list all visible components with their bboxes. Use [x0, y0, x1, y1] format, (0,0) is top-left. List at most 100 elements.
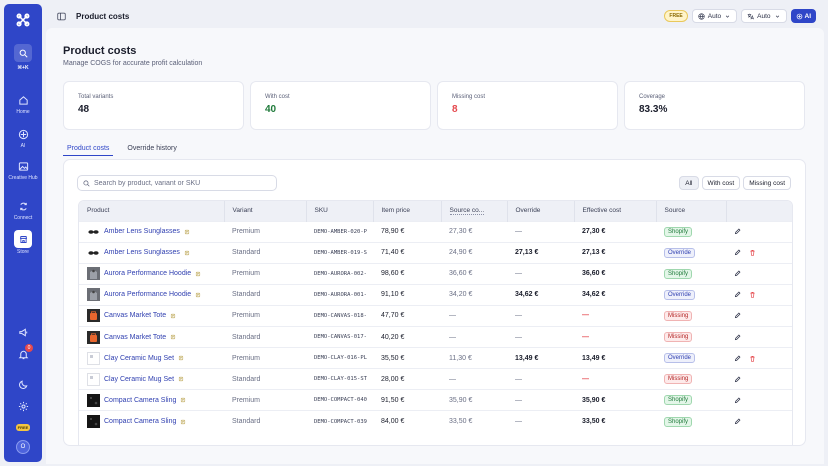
- language-select[interactable]: Auto: [691, 9, 738, 23]
- search-box[interactable]: [77, 175, 277, 191]
- sidebar-item-home[interactable]: Home: [4, 92, 42, 115]
- cell-actions: [726, 220, 792, 243]
- edit-icon[interactable]: [734, 376, 741, 383]
- product-name: Amber Lens Sunglasses: [104, 228, 180, 236]
- table-row: Aurora Performance Hoodie Standard DEMO-AU…: [79, 283, 792, 306]
- language-select-value: Auto: [707, 12, 722, 20]
- user-menu[interactable]: O: [4, 440, 42, 454]
- product-link[interactable]: Clay Ceramic Mug Set: [87, 351, 224, 365]
- settings-button[interactable]: [4, 398, 42, 414]
- copy-icon[interactable]: [195, 271, 201, 277]
- filter-all[interactable]: All: [679, 176, 699, 190]
- cell-source-cost: 35,90 €: [441, 389, 507, 411]
- cell-variant: Standard: [224, 410, 306, 432]
- edit-icon[interactable]: [734, 228, 741, 235]
- copy-icon[interactable]: [180, 397, 186, 403]
- plan-badge[interactable]: FREE: [4, 424, 42, 431]
- product-thumb: [87, 372, 100, 386]
- product-link[interactable]: Canvas Market Tote: [87, 309, 224, 323]
- cell-item-price: 84,00 €: [373, 410, 441, 432]
- product-link[interactable]: Compact Camera Sling: [87, 393, 224, 407]
- stat-value: 8: [452, 104, 458, 115]
- copy-icon[interactable]: [195, 292, 201, 298]
- chevron-down-icon: [775, 15, 779, 18]
- sidebar-item-ai[interactable]: AI: [4, 126, 42, 149]
- tab-override-history[interactable]: Override history: [127, 145, 177, 152]
- sidebar-toggle-icon[interactable]: [55, 10, 67, 22]
- col-item-price[interactable]: Item price: [373, 201, 442, 221]
- edit-icon[interactable]: [734, 291, 741, 298]
- header-title: Product costs: [76, 11, 130, 21]
- delete-icon[interactable]: [749, 355, 756, 362]
- product-link[interactable]: Clay Ceramic Mug Set: [87, 372, 224, 386]
- col-product[interactable]: Product: [79, 201, 225, 221]
- search-nav[interactable]: ⌘+K: [4, 44, 42, 71]
- col-sku[interactable]: SKU: [306, 201, 374, 221]
- edit-icon[interactable]: [734, 334, 741, 341]
- cell-product: Clay Ceramic Mug Set: [79, 368, 224, 390]
- table-row: Aurora Performance Hoodie Premium DEMO-AUR…: [79, 262, 792, 285]
- product-link[interactable]: Aurora Performance Hoodie: [87, 288, 224, 302]
- product-link[interactable]: Canvas Market Tote: [87, 330, 224, 344]
- copy-icon[interactable]: [178, 355, 184, 361]
- col-source-cost-label: Source co...: [449, 207, 485, 216]
- filter-with-cost[interactable]: With cost: [701, 176, 741, 190]
- edit-icon[interactable]: [734, 249, 741, 256]
- theme-toggle[interactable]: [4, 376, 42, 392]
- product-link[interactable]: Compact Camera Sling: [87, 415, 224, 429]
- globe-icon: [698, 12, 705, 20]
- edit-icon[interactable]: [734, 418, 741, 425]
- tab-product-costs[interactable]: Product costs: [63, 141, 114, 156]
- source-badge: Override: [664, 353, 696, 364]
- translate-select[interactable]: Auto: [741, 9, 787, 23]
- plan-pill[interactable]: FREE: [664, 10, 688, 22]
- filter-missing-cost[interactable]: Missing cost: [743, 176, 791, 190]
- notifications-button[interactable]: 0: [4, 344, 42, 362]
- copy-icon[interactable]: [180, 419, 186, 425]
- copy-icon[interactable]: [170, 334, 176, 340]
- copy-icon[interactable]: [178, 376, 184, 382]
- edit-icon[interactable]: [734, 397, 741, 404]
- cell-actions: [726, 368, 792, 390]
- product-thumb: [87, 351, 100, 365]
- cell-source-cost: —: [441, 368, 507, 390]
- cell-variant: Standard: [224, 368, 306, 390]
- announcements-button[interactable]: [4, 324, 42, 340]
- sidebar-item-store[interactable]: Store: [4, 230, 42, 255]
- product-thumbnail: [87, 267, 100, 281]
- search-input[interactable]: [94, 179, 274, 187]
- sidebar-item-connect[interactable]: Connect: [4, 198, 42, 221]
- edit-icon[interactable]: [734, 312, 741, 319]
- stat-label: Total variants: [78, 94, 114, 100]
- copy-icon[interactable]: [184, 229, 190, 235]
- product-link[interactable]: Amber Lens Sunglasses: [87, 246, 224, 260]
- product-link[interactable]: Amber Lens Sunglasses: [87, 225, 224, 239]
- cell-variant: Premium: [224, 389, 306, 411]
- product-thumbnail: [87, 309, 100, 323]
- cell-item-price: 91,50 €: [373, 389, 441, 411]
- col-source-cost[interactable]: Source co...: [441, 201, 508, 221]
- logo[interactable]: [4, 12, 42, 28]
- col-effective-cost[interactable]: Effective cost: [574, 201, 657, 221]
- edit-icon[interactable]: [734, 355, 741, 362]
- sidebar-item-creative-hub[interactable]: Creative Hub: [4, 158, 42, 181]
- search-icon: [83, 179, 90, 187]
- cell-sku: DEMO-AMBER-019-S: [306, 241, 373, 264]
- source-badge: Override: [664, 289, 696, 300]
- cell-sku: DEMO-CANVAS-018-: [306, 304, 373, 327]
- edit-icon[interactable]: [734, 270, 741, 277]
- delete-icon[interactable]: [749, 249, 756, 256]
- cell-item-price: 71,40 €: [373, 241, 441, 264]
- product-link[interactable]: Aurora Performance Hoodie: [87, 267, 224, 281]
- copy-icon[interactable]: [184, 250, 190, 256]
- cell-actions: [726, 262, 792, 285]
- col-override[interactable]: Override: [507, 201, 575, 221]
- product-thumb: [87, 246, 100, 260]
- col-variant[interactable]: Variant: [224, 201, 307, 221]
- ai-button[interactable]: AI: [790, 9, 816, 23]
- col-source[interactable]: Source: [656, 201, 727, 221]
- stat-card-missing: Missing cost 8: [437, 81, 618, 130]
- delete-icon[interactable]: [749, 291, 756, 298]
- cell-source: Override: [656, 347, 726, 369]
- copy-icon[interactable]: [170, 313, 176, 319]
